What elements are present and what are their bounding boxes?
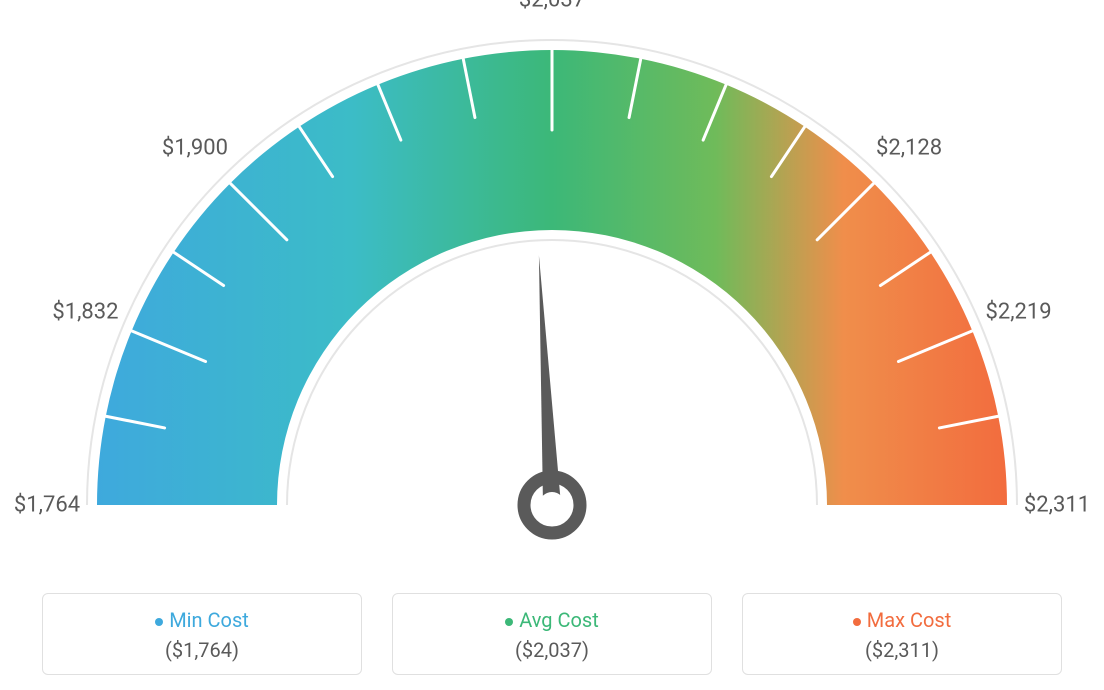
gauge-tick-label: $2,219 xyxy=(985,299,1051,324)
legend-max-title: Max Cost xyxy=(761,608,1043,632)
legend-avg-value: ($2,037) xyxy=(411,638,693,662)
legend-avg: Avg Cost ($2,037) xyxy=(392,593,712,675)
legend-min-value: ($1,764) xyxy=(61,638,343,662)
gauge-chart: $1,764 $1,832 $1,900 $2,037 $2,128 $2,219 $2,3… xyxy=(0,0,1104,560)
gauge-tick-label: $2,311 xyxy=(1024,493,1090,518)
gauge-tick-label: $1,832 xyxy=(52,299,118,324)
gauge-tick-label: $2,037 xyxy=(519,0,585,13)
legend-avg-dot xyxy=(505,618,513,626)
legend-min-dot xyxy=(155,618,163,626)
legend-max-dot xyxy=(853,618,861,626)
legend-max: Max Cost ($2,311) xyxy=(742,593,1062,675)
gauge-tick-label: $1,764 xyxy=(14,493,80,518)
legend-max-label: Max Cost xyxy=(867,608,952,632)
legend-max-value: ($2,311) xyxy=(761,638,1043,662)
legend-avg-label: Avg Cost xyxy=(519,608,599,632)
legend-row: Min Cost ($1,764) Avg Cost ($2,037) Max … xyxy=(0,593,1104,675)
legend-min-title: Min Cost xyxy=(61,608,343,632)
legend-min: Min Cost ($1,764) xyxy=(42,593,362,675)
legend-min-label: Min Cost xyxy=(169,608,249,632)
gauge-tick-label: $1,900 xyxy=(162,135,228,160)
legend-avg-title: Avg Cost xyxy=(411,608,693,632)
gauge-svg xyxy=(0,0,1104,560)
gauge-tick-label: $2,128 xyxy=(876,135,942,160)
